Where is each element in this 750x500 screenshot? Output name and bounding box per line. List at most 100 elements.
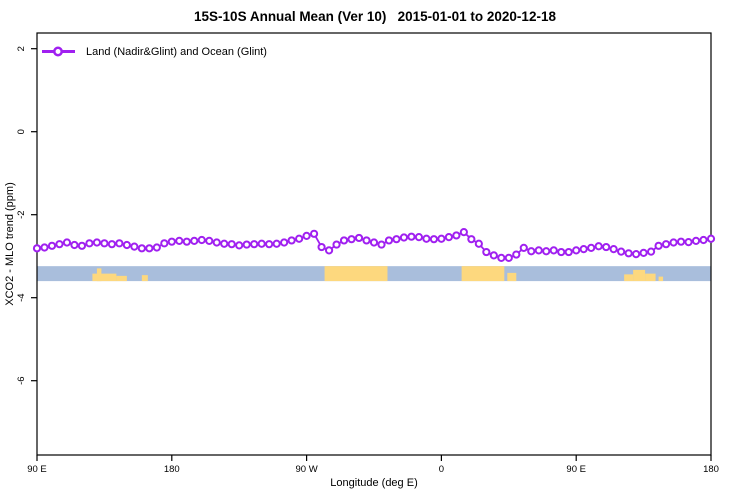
data-point (122, 240, 131, 250)
map-strip-land (633, 269, 646, 282)
data-point (691, 236, 701, 245)
data-point (579, 245, 588, 254)
data-point (317, 242, 326, 252)
map-strip-land (624, 274, 634, 282)
data-point (557, 247, 566, 257)
y-tick-label: 2 (16, 46, 27, 51)
data-point (250, 240, 259, 249)
data-point (392, 235, 401, 244)
data-point (467, 235, 476, 244)
data-point (77, 241, 87, 250)
data-point (354, 233, 364, 243)
data-point (220, 239, 229, 248)
map-strip-land (116, 275, 127, 282)
data-point (100, 239, 109, 248)
data-point (504, 253, 513, 262)
data-point (287, 236, 296, 245)
data-point (444, 233, 453, 242)
map-strip-land (461, 266, 505, 282)
data-point (407, 232, 416, 241)
x-tick-label: 90 E (27, 464, 47, 475)
x-tick-label: 180 (164, 464, 180, 475)
map-strip-land (96, 268, 102, 282)
data-point (422, 234, 431, 243)
data-point (594, 242, 603, 251)
data-point (85, 239, 94, 248)
x-axis-label: Longitude (deg E) (330, 477, 418, 489)
data-point (527, 247, 536, 256)
data-point (70, 240, 79, 250)
legend: Land (Nadir&Glint) and Ocean (Glint) (41, 45, 267, 58)
data-point (661, 240, 671, 249)
data-point (512, 250, 521, 259)
map-strip-land (658, 276, 664, 282)
map-strip-land (507, 272, 517, 282)
x-tick-label: 90 E (566, 464, 586, 475)
data-point (676, 237, 686, 246)
data-point (542, 247, 551, 256)
data-point (190, 236, 199, 245)
legend-marker-icon (42, 46, 75, 57)
data-point (242, 240, 251, 249)
data-point (145, 244, 154, 253)
map-strip-land (92, 273, 117, 282)
data-point (399, 233, 409, 242)
data-point (482, 247, 491, 257)
data-point (474, 239, 483, 248)
data-point (339, 236, 349, 245)
data-point (130, 242, 139, 251)
data-point (362, 236, 371, 245)
data-point (572, 246, 581, 255)
data-point (55, 240, 64, 249)
data-point (167, 237, 176, 246)
data-point (414, 233, 424, 242)
y-tick-label: 0 (16, 129, 27, 134)
data-point (205, 236, 214, 245)
data-point (227, 240, 236, 249)
data-point (115, 239, 124, 248)
data-point (489, 251, 498, 260)
data-point (107, 240, 116, 249)
data-point (302, 231, 311, 240)
data-point (624, 249, 633, 258)
y-tick-label: -6 (16, 376, 27, 384)
data-point (32, 244, 42, 253)
data-point (519, 243, 528, 252)
data-point (160, 239, 169, 248)
x-tick-label: 0 (439, 464, 444, 475)
data-point (197, 235, 206, 245)
data-point (632, 250, 641, 259)
data-point (377, 240, 386, 249)
data-point (609, 245, 618, 254)
chart-title: 15S-10S Annual Mean (Ver 10) 2015-01-01 … (194, 9, 556, 24)
data-point (534, 246, 543, 255)
data-point (47, 241, 57, 250)
data-point (549, 246, 558, 255)
data-point (347, 235, 356, 244)
data-point (452, 231, 461, 240)
map-strip-land (324, 266, 388, 282)
plot-border (36, 32, 712, 456)
data-point (309, 229, 319, 238)
data-point (182, 237, 191, 246)
data-point (639, 248, 648, 257)
data-point (324, 246, 334, 255)
data-point (62, 238, 72, 247)
data-point (212, 238, 221, 247)
x-tick-label: 90 W (296, 464, 318, 475)
data-point (564, 247, 573, 257)
data-point (265, 240, 274, 249)
data-point (654, 241, 663, 250)
data-point (429, 235, 439, 244)
data-point (332, 240, 341, 249)
data-point (272, 239, 281, 248)
data-point (175, 236, 184, 245)
data-point (437, 234, 446, 243)
data-point (40, 243, 49, 252)
data-point (137, 244, 146, 253)
data-point (235, 241, 244, 250)
data-point (152, 243, 161, 252)
data-point (602, 242, 611, 252)
